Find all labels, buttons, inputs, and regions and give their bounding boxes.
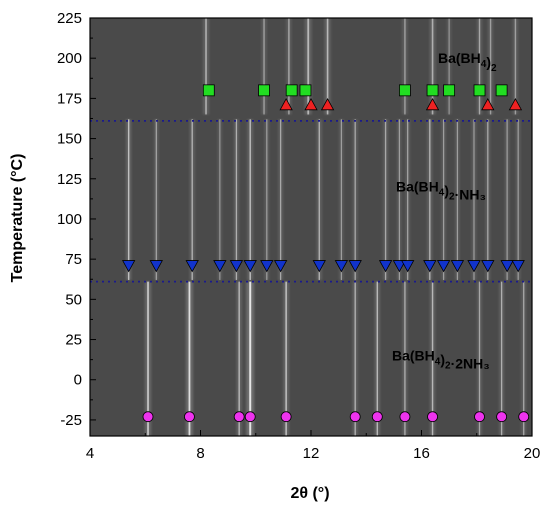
y-tick-label: 125 xyxy=(57,171,82,188)
diffraction-line-halo xyxy=(487,18,494,115)
triangle-down-marker xyxy=(334,260,349,273)
y-tick-label: 175 xyxy=(57,90,82,107)
phase-markers xyxy=(122,84,530,423)
triangle-down-marker xyxy=(185,260,199,273)
y-tick-label: 50 xyxy=(65,291,82,308)
triangle-up-marker xyxy=(320,97,335,111)
diffraction-line-halo xyxy=(515,119,521,281)
plot-area: Ba(BH4)2 Ba(BH4)2·NH₃ Ba(BH4)2·2NH₃ xyxy=(90,18,532,436)
y-tick-label: 150 xyxy=(57,131,82,148)
triangle-down-marker xyxy=(392,260,407,273)
circle-marker xyxy=(518,411,530,423)
circle-marker xyxy=(349,411,361,423)
triangle-down-marker xyxy=(450,260,465,273)
phase-label: Ba(BH4)2 xyxy=(438,50,497,74)
x-tick-label: 12 xyxy=(303,445,320,462)
x-tick-label: 20 xyxy=(524,445,541,462)
circle-marker xyxy=(427,411,438,423)
diffraction-line-halo xyxy=(217,119,223,281)
diffraction-line-halo xyxy=(512,18,519,115)
triangle-up-marker xyxy=(508,97,523,111)
square-marker xyxy=(443,84,456,97)
y-tick-label: -25 xyxy=(60,412,82,429)
triangle-down-marker xyxy=(378,260,393,273)
diffraction-line-halo xyxy=(446,18,452,115)
triangle-down-marker xyxy=(481,260,495,273)
phase-label: Ba(BH4)2·2NH₃ xyxy=(392,347,490,371)
diffraction-line-halo xyxy=(455,119,460,281)
triangle-down-marker xyxy=(511,260,525,273)
diffraction-line-halo xyxy=(338,119,344,281)
circle-marker xyxy=(233,411,245,423)
circle-marker xyxy=(496,411,508,423)
x-axis-title: 2θ (°) xyxy=(290,485,329,502)
triangle-up-marker xyxy=(425,97,440,111)
y-tick-label: 100 xyxy=(57,211,82,228)
triangle-down-marker xyxy=(423,260,437,273)
x-tick-label: 16 xyxy=(413,445,430,462)
phase-label: Ba(BH4)2·NH₃ xyxy=(396,179,486,203)
y-axis-title: Temperature (°C) xyxy=(9,154,26,283)
square-marker xyxy=(473,84,486,97)
triangle-up-marker xyxy=(279,97,293,111)
x-tick-label: 4 xyxy=(86,445,94,462)
diffraction-line-halo xyxy=(471,119,477,281)
diffraction-lines xyxy=(125,18,527,436)
triangle-down-marker xyxy=(312,260,326,273)
diffraction-line-halo xyxy=(264,119,270,281)
y-tick-label: 25 xyxy=(65,332,82,349)
y-tick-label: 200 xyxy=(57,50,82,67)
diffraction-line-halo xyxy=(441,119,446,281)
triangle-down-marker xyxy=(229,260,244,273)
x-tick-label: 8 xyxy=(196,445,204,462)
circle-marker xyxy=(371,411,383,423)
triangle-down-marker xyxy=(260,260,274,273)
square-marker xyxy=(426,84,439,97)
triangle-down-marker xyxy=(122,260,136,273)
circle-marker xyxy=(142,411,154,423)
circle-marker xyxy=(244,411,256,423)
square-marker xyxy=(495,84,508,97)
triangle-down-marker xyxy=(401,260,415,273)
diffraction-line-halo xyxy=(397,119,402,281)
diffraction-line-halo xyxy=(402,18,408,115)
y-tick-label: 0 xyxy=(74,372,82,389)
y-tick-label: 225 xyxy=(57,10,82,27)
axes: 4 8 12 16 20 -25 0 25 50 75 100 125 150 175 200 225 xyxy=(57,10,540,462)
square-marker xyxy=(399,84,411,97)
triangle-down-marker xyxy=(149,260,163,273)
diffraction-line-halo xyxy=(261,18,267,115)
triangle-down-marker xyxy=(213,260,227,273)
y-tick-label: 75 xyxy=(65,251,82,268)
square-marker xyxy=(299,84,312,97)
triangle-down-marker xyxy=(273,260,288,273)
circle-marker xyxy=(474,411,485,423)
triangle-down-marker xyxy=(243,260,257,273)
triangle-down-marker xyxy=(348,260,362,273)
triangle-up-marker xyxy=(304,97,318,111)
triangle-down-marker xyxy=(467,260,481,273)
circle-marker xyxy=(399,411,411,423)
square-marker xyxy=(258,84,270,97)
triangle-down-marker xyxy=(500,260,514,273)
square-marker xyxy=(202,84,215,97)
triangle-down-marker xyxy=(436,260,451,273)
triangle-up-marker xyxy=(481,97,495,111)
diffraction-line-halo xyxy=(504,119,510,281)
square-marker xyxy=(285,84,298,97)
circle-marker xyxy=(184,411,195,423)
circle-marker xyxy=(280,411,292,423)
